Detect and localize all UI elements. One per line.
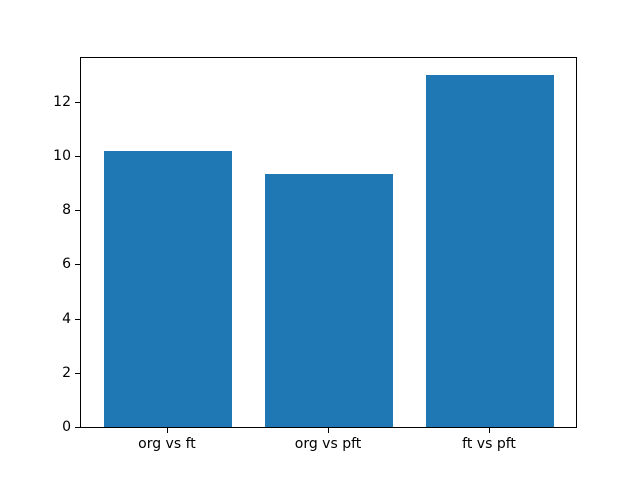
y-tick-mark	[75, 155, 80, 157]
plot-area	[80, 57, 577, 428]
y-tick-mark	[75, 101, 80, 103]
y-tick-mark	[75, 372, 80, 374]
x-tick-mark	[489, 428, 491, 433]
y-tick-mark	[75, 318, 80, 320]
bar-2	[264, 173, 394, 427]
bar-3	[425, 74, 555, 427]
y-tick-mark	[75, 264, 80, 266]
y-tick-label: 4	[62, 310, 71, 327]
x-tick-label: org vs pft	[294, 436, 362, 452]
bar-1	[103, 150, 233, 427]
x-tick-mark	[328, 428, 329, 433]
y-tick-label: 8	[62, 202, 71, 219]
y-tick-mark	[75, 210, 80, 212]
y-tick-mark	[75, 427, 80, 428]
y-tick-label: 10	[53, 147, 71, 164]
y-tick-label: 0	[62, 419, 71, 435]
x-tick-label: org vs ft	[138, 436, 196, 452]
y-tick-label: 6	[62, 256, 71, 273]
y-tick-label: 2	[62, 364, 71, 381]
x-tick-mark	[166, 428, 168, 433]
y-tick-label: 12	[53, 93, 71, 110]
x-tick-label: ft vs pft	[462, 436, 516, 452]
